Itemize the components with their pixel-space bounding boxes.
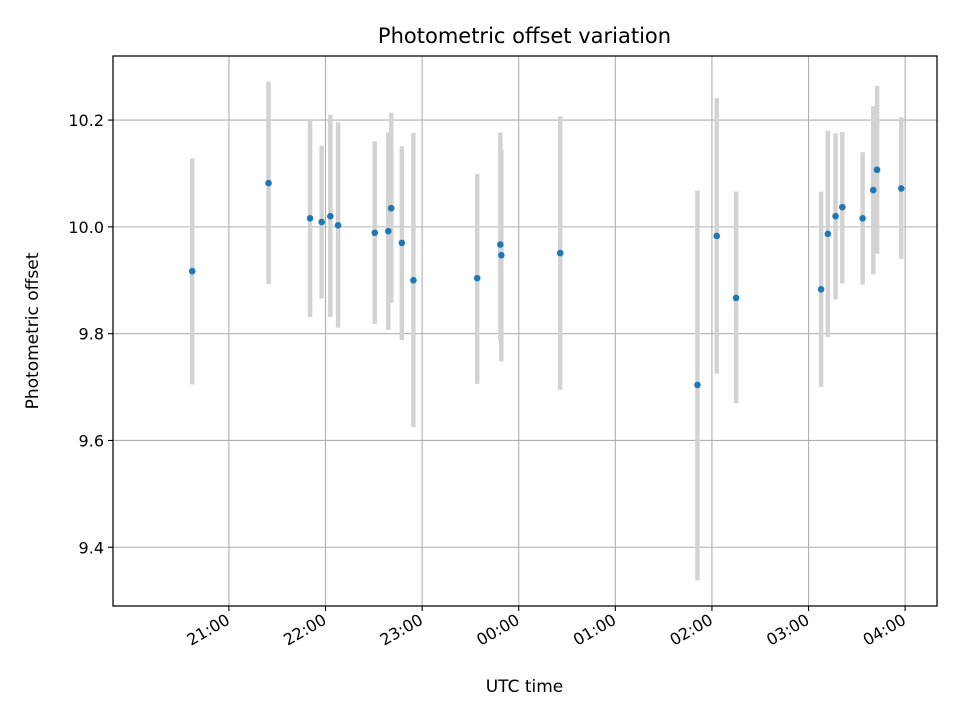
data-point [859,215,866,222]
data-point [398,239,406,247]
data-point [556,249,564,257]
data-point [824,230,832,238]
plot-frame [112,55,938,607]
data-point [327,212,334,220]
y-tick-label: 10.0 [68,218,104,237]
data-point [498,251,505,259]
data-point [713,232,721,240]
y-tick-label: 10.2 [68,111,104,130]
data-point [334,221,342,229]
x-axis-title: UTC time [486,677,564,697]
data-point [371,229,379,237]
data-point [873,166,881,174]
data-point [897,185,905,192]
data-point [318,218,325,226]
data-point [265,179,272,187]
y-axis-title: Photometric offset [23,252,43,409]
y-tick-label: 9.8 [79,325,104,344]
y-tick-label: 9.4 [79,538,104,557]
data-point [410,276,417,284]
data-point [839,203,846,211]
data-point [869,186,877,194]
data-point [832,212,839,220]
data-point [817,286,825,293]
grid-lines [113,56,937,606]
y-axis-ticks: 9.4 9.6 9.8 10.0 10.2 [68,111,113,557]
chart-title: Photometric offset variation [378,24,671,48]
y-tick-label: 9.6 [79,431,104,450]
data-point [473,274,481,282]
data-point [188,267,196,275]
data-point [732,294,740,302]
data-point [387,204,395,212]
data-point [694,381,701,389]
data-points [188,166,905,389]
data-point [385,227,392,235]
data-point [497,241,504,248]
data-point [306,215,314,222]
